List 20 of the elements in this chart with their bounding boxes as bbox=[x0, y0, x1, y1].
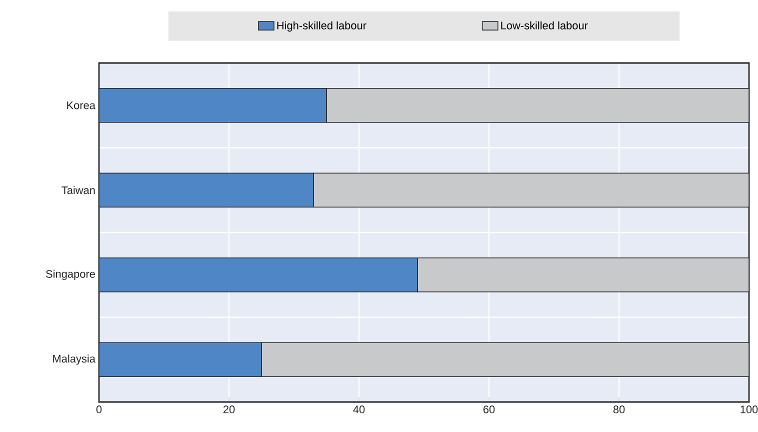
bar bbox=[99, 172, 314, 208]
bar bbox=[99, 257, 418, 292]
x-tick-label: 100 bbox=[740, 406, 758, 414]
bar bbox=[417, 257, 750, 292]
bar bbox=[313, 172, 750, 208]
y-tick-label: Malaysia bbox=[53, 354, 96, 365]
x-tick-label: 40 bbox=[353, 406, 365, 414]
legend-label: Low-skilled labour bbox=[501, 21, 588, 30]
y-tick-label: Taiwan bbox=[62, 186, 95, 194]
x-tick-label: 60 bbox=[483, 406, 495, 414]
x-tick-label: 80 bbox=[613, 406, 625, 414]
x-tick-label: 20 bbox=[223, 406, 235, 414]
bar bbox=[99, 88, 327, 123]
y-tick-label: Korea bbox=[67, 102, 96, 110]
bar bbox=[99, 342, 262, 378]
x-tick-label: 0 bbox=[96, 406, 102, 414]
bar bbox=[261, 342, 750, 378]
y-tick-label: Singapore bbox=[46, 270, 95, 280]
bar bbox=[326, 88, 750, 123]
legend-label: High-skilled labour bbox=[277, 21, 366, 32]
